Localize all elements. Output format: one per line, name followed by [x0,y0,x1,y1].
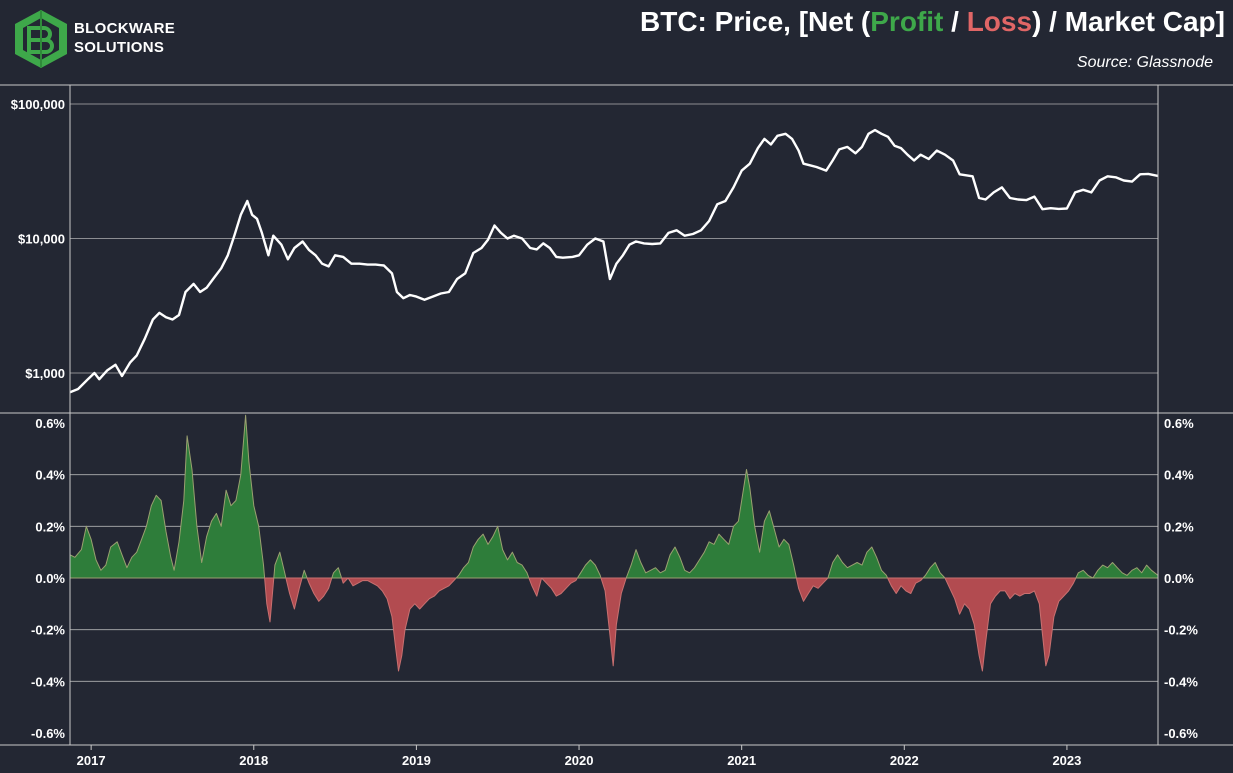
blockware-logo: BLOCKWARE SOLUTIONS [12,8,176,74]
pl-tick-label-left: 0.6% [35,416,65,431]
btc-price-line [69,128,1159,394]
pl-tick-label-right: -0.4% [1164,674,1198,689]
pl-tick-label-left: -0.6% [31,726,65,741]
year-tick-label: 2021 [727,753,756,768]
loss-area [541,577,578,597]
pl-tick-label-right: -0.6% [1164,726,1198,741]
profit-area [301,569,308,579]
pl-tick-label-left: 0.0% [35,571,65,586]
profit-area [922,562,946,579]
chart-frame [0,84,1233,750]
profit-area [827,546,889,579]
loss-area [600,577,627,667]
loss-area [264,577,275,623]
year-tick-label: 2017 [77,753,106,768]
title-suffix: ) / Market Cap] [1032,6,1225,37]
profit-area [273,551,287,579]
year-tick-label: 2022 [890,753,919,768]
price-tick-label: $10,000 [18,232,65,247]
profit-area [576,559,602,579]
blockware-logo-icon [15,10,67,68]
profit-area [1075,562,1159,579]
brand-line1: BLOCKWARE [74,20,176,37]
source-label: Source: Glassnode [1076,54,1213,71]
price-tick-label: $1,000 [25,366,65,381]
pl-tick-label-left: 0.4% [35,468,65,483]
year-tick-label: 2020 [565,753,594,768]
chart-title: BTC: Price, [Net (Profit / Loss) / Marke… [640,6,1225,38]
loss-area [306,577,333,602]
year-tick-label: 2019 [402,753,431,768]
pl-tick-label-right: 0.4% [1164,468,1194,483]
title-loss: Loss [966,6,1033,37]
pl-tick-label-left: -0.4% [31,674,65,689]
price-gridlines [70,103,1158,374]
profit-area [625,469,797,579]
loss-area [285,577,303,610]
price-tick-label: $100,000 [11,97,65,112]
pl-tick-label-left: -0.2% [31,623,65,638]
title-profit: Profit [870,6,944,37]
pl-tick-label-right: 0.6% [1164,416,1194,431]
profit-loss-areas [69,414,1159,672]
profit-area [455,525,530,579]
pl-tick-label-right: 0.2% [1164,519,1194,534]
profit-area [331,567,343,579]
loss-area [887,577,924,594]
loss-area [944,577,1077,672]
pl-tick-label-left: 0.2% [35,519,65,534]
loss-area [795,577,829,602]
pl-tick-label-right: 0.0% [1164,571,1194,586]
year-tick-label: 2018 [239,753,268,768]
pl-tick-label-right: -0.2% [1164,623,1198,638]
loss-area [347,577,457,672]
profit-area [69,414,266,579]
title-prefix: BTC: Price, [Net ( [640,6,871,37]
axis-labels: $1,000 $10,000 $100,000 0.6% 0.6% 0.4% 0.4% 0.2… [11,97,1199,768]
loss-area [341,577,349,584]
title-sep: / [943,6,967,37]
loss-area [528,577,543,597]
brand-line2: SOLUTIONS [74,39,165,56]
year-tick-label: 2023 [1052,753,1081,768]
